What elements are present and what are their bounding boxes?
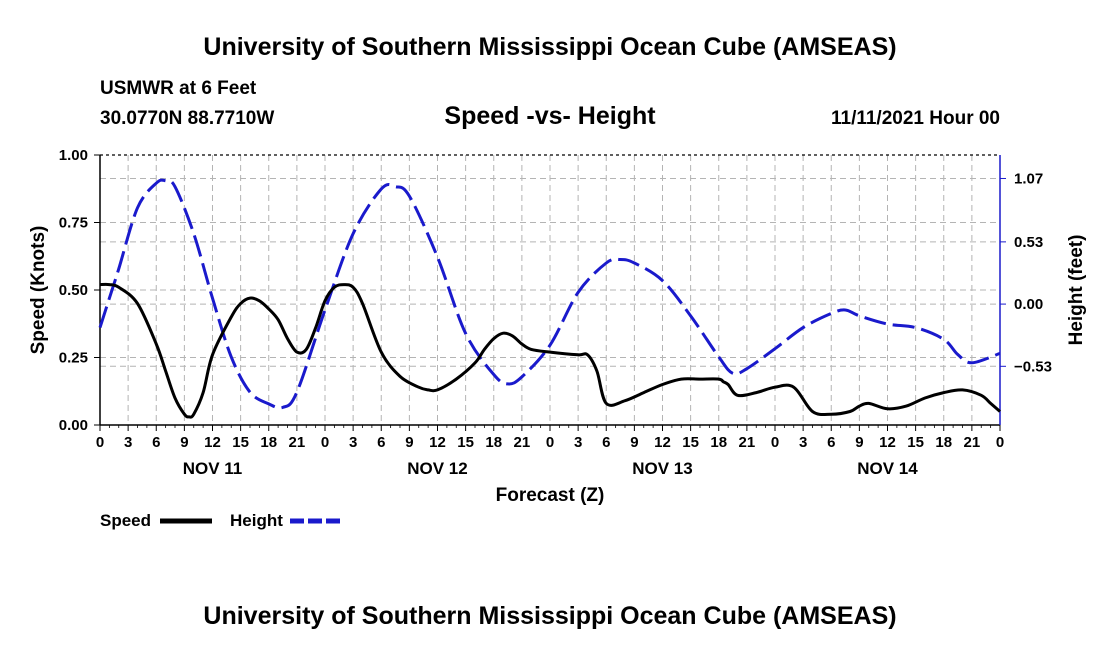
x-axis: 0 3 6 9 12 15 18 21 0 3 6 9 12 15 18 21 0 3 6 9 12 15 18 21 0 3 6 9… [96,425,1004,478]
x-tick-label: 18 [935,434,952,451]
y2-tick-label: 0.00 [1014,296,1043,313]
x-tick-label: 9 [405,434,413,451]
y2-axis-title: Height (feet) [1066,235,1087,346]
x-tick-label: 6 [827,434,835,451]
y-axis-title: Speed (Knots) [28,226,49,355]
x-tick-label: 18 [485,434,502,451]
x-tick-label: 15 [457,434,474,451]
series-layer [98,178,1001,419]
legend-height-label: Height [230,511,283,530]
x-axis-title: Forecast (Z) [496,485,605,506]
x-tick-label: 9 [855,434,863,451]
x-tick-label: 21 [964,434,981,451]
x-tick-label: 21 [739,434,756,451]
x-tick-label: 6 [602,434,610,451]
x-tick-label: 3 [124,434,132,451]
x-tick-label: 0 [771,434,779,451]
x-tick-label: 6 [377,434,385,451]
y2-tick-label: −0.53 [1014,358,1052,375]
y-tick-label: 0.50 [59,282,88,299]
day-label: NOV 11 [183,459,243,478]
x-tick-label: 6 [152,434,160,451]
y-axis-right: −0.53 0.00 0.53 1.07 [1000,170,1052,375]
day-label: NOV 13 [632,459,692,478]
legend: Speed Height [100,511,342,530]
y-axis-left: 0.00 0.25 0.50 0.75 1.00 [59,147,100,434]
x-tick-label: 3 [349,434,357,451]
x-tick-label: 12 [204,434,221,451]
x-tick-label: 12 [429,434,446,451]
x-tick-label: 0 [546,434,554,451]
x-tick-label: 9 [630,434,638,451]
footer-title: University of Southern Mississippi Ocean… [203,602,896,630]
chart-title: Speed -vs- Height [444,102,656,130]
x-tick-label: 0 [996,434,1004,451]
y2-tick-label: 0.53 [1014,234,1043,251]
x-tick-label: 21 [289,434,306,451]
series-line-height [98,178,1001,410]
station-label: USMWR at 6 Feet [100,78,257,99]
x-tick-label: 3 [574,434,582,451]
x-tick-label: 18 [710,434,727,451]
x-tick-label: 3 [799,434,807,451]
x-tick-label: 0 [96,434,104,451]
y-tick-label: 0.00 [59,417,88,434]
x-tick-label: 12 [879,434,896,451]
legend-speed-label: Speed [100,511,151,530]
day-label: NOV 14 [857,459,918,478]
x-tick-label: 21 [514,434,531,451]
page-title: University of Southern Mississippi Ocean… [203,33,896,61]
series-line-speed [99,282,1001,419]
x-tick-label: 15 [682,434,699,451]
x-tick-label: 12 [654,434,671,451]
x-tick-label: 0 [321,434,329,451]
y-tick-label: 0.25 [59,350,88,367]
x-tick-label: 15 [907,434,924,451]
x-tick-label: 18 [260,434,277,451]
y2-tick-label: 1.07 [1014,170,1043,187]
location-label: 30.0770N 88.7710W [100,108,274,129]
y-tick-label: 1.00 [59,147,88,164]
y-tick-label: 0.75 [59,215,88,232]
x-tick-label: 9 [180,434,188,451]
x-tick-label: 15 [232,434,249,451]
day-label: NOV 12 [407,459,467,478]
datetime-label: 11/11/2021 Hour 00 [831,108,1000,129]
grid [100,155,1000,425]
